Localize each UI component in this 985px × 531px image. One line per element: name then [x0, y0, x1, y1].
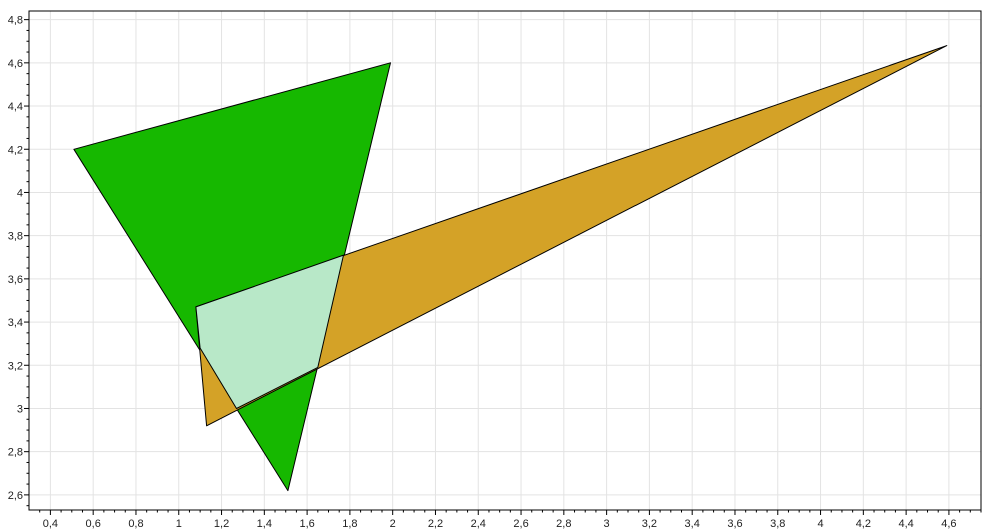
x-tick-label: 1,2: [214, 518, 229, 530]
x-tick-label: 4,2: [856, 518, 871, 530]
x-tick-label: 2,2: [428, 518, 443, 530]
x-tick-label: 1,8: [342, 518, 357, 530]
x-tick-label: 4,6: [941, 518, 956, 530]
y-tick-label: 2,8: [8, 447, 23, 459]
x-tick-label: 1,4: [257, 518, 272, 530]
y-tick-label: 4,4: [8, 101, 23, 113]
y-tick-label: 3,2: [8, 360, 23, 372]
x-tick-label: 4: [817, 518, 823, 530]
x-tick-label: 2,6: [513, 518, 528, 530]
x-tick-label: 2,4: [471, 518, 486, 530]
polygon-2: [195, 45, 948, 427]
y-tick-label: 4: [17, 187, 23, 199]
y-tick-label: 4,2: [8, 144, 23, 156]
x-tick-label: 2,8: [556, 518, 571, 530]
x-tick-label: 0,8: [128, 518, 143, 530]
x-tick-label: 3,4: [685, 518, 700, 530]
y-tick-label: 3,4: [8, 317, 23, 329]
y-tick-label: 3,8: [8, 231, 23, 243]
y-tick-label: 4,8: [8, 15, 23, 27]
x-axis: 0,4 0,6 0,8 1 1,2 1,4 1,6 1,8 2 2,2 2,4 2,6 2,8 3 3,2 3…: [39, 510, 982, 530]
x-tick-label: 3,8: [770, 518, 785, 530]
x-tick-label: 3: [604, 518, 610, 530]
x-tick-label: 1: [176, 518, 182, 530]
x-tick-label: 1,6: [299, 518, 314, 530]
x-tick-label: 3,6: [727, 518, 742, 530]
x-tick-label: 0,4: [43, 518, 58, 530]
polygon-3: [195, 254, 344, 409]
y-tick-label: 3: [17, 403, 23, 415]
y-axis: 2,6 2,8 3 3,2 3,4 3,6 3,8 4 4,2 4,4 4,6 4,8: [8, 15, 29, 507]
polygon-layer: [73, 45, 948, 492]
x-tick-label: 0,6: [86, 518, 101, 530]
y-tick-label: 2,6: [8, 490, 23, 502]
x-tick-label: 3,2: [642, 518, 657, 530]
plot-frame: [28, 10, 982, 511]
y-tick-label: 4,6: [8, 58, 23, 70]
x-tick-label: 2: [390, 518, 396, 530]
y-tick-label: 3,6: [8, 274, 23, 286]
x-tick-label: 4,4: [898, 518, 913, 530]
